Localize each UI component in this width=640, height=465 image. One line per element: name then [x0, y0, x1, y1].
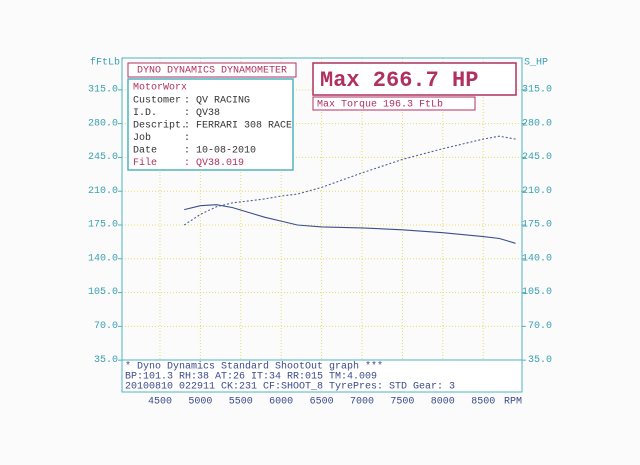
y2-tick-label: 245.0 — [522, 152, 552, 163]
info-label: Descript. — [133, 120, 187, 132]
title-box — [127, 62, 297, 78]
y2-tick-label: 140.0 — [522, 253, 552, 264]
brand: MotorWorx — [133, 83, 187, 94]
info-value: : — [184, 133, 190, 144]
footer: * Dyno Dynamics Standard ShootOut graph … — [125, 361, 455, 393]
y2-tick-label: 70.0 — [528, 321, 552, 332]
y-tick-label: 105.0 — [88, 287, 118, 298]
y2-tick-label: 315.0 — [522, 84, 552, 95]
info-value: : QV38.019 — [184, 158, 244, 169]
footer-box — [121, 359, 523, 393]
info-value: : QV38 — [184, 108, 220, 119]
x-tick-label: 5500 — [229, 397, 253, 408]
x-tick-label: 8500 — [471, 397, 495, 408]
y-tick-label: 245.0 — [88, 152, 118, 163]
title: DYNO DYNAMICS DYNAMOMETER — [137, 66, 287, 77]
info-label: Job — [133, 132, 151, 144]
x-tick-label: 7500 — [390, 397, 414, 408]
footer-line: BP:101.3 RH:38 AT:26 IT:34 RR:015 TM:4.0… — [125, 372, 377, 383]
info-value: : QV RACING — [184, 96, 250, 107]
footer-line: 20100810 022911 CK:231 CF:SHOOT_8 TyrePr… — [125, 382, 455, 393]
footer-line: * Dyno Dynamics Standard ShootOut graph … — [125, 361, 383, 373]
info-label: File — [133, 157, 157, 169]
y-tick-label: 280.0 — [88, 118, 118, 129]
x-tick-label: 5000 — [188, 397, 212, 408]
curves — [183, 135, 516, 244]
x-tick-label: 4500 — [148, 397, 172, 408]
x-tick-label: 8000 — [431, 397, 455, 408]
y-tick-label: 210.0 — [88, 186, 118, 197]
info-value: : FERRARI 308 RACE — [184, 121, 292, 132]
y2-tick-label: 35.0 — [528, 355, 552, 366]
info-label: I.D. — [133, 108, 157, 119]
y2-axis-title: S_HP — [524, 58, 548, 69]
y-tick-label: 140.0 — [88, 253, 118, 264]
y2-tick-label: 105.0 — [522, 287, 552, 298]
info-label: Customer — [133, 96, 181, 107]
y-axis-title: fFtLb — [90, 57, 120, 69]
y2-tick-label: 175.0 — [522, 220, 552, 231]
info-value: : 10-08-2010 — [184, 146, 256, 157]
x-tick-label: 6500 — [310, 397, 334, 408]
info-label: Date — [133, 146, 157, 157]
max-torque: Max Torque 196.3 FtLb — [317, 99, 443, 111]
y-tick-label: 315.0 — [88, 84, 118, 95]
x-tick-label: 7000 — [350, 397, 374, 408]
y2-tick-label: 280.0 — [522, 118, 552, 129]
max-power: Max 266.7 HP — [320, 68, 478, 93]
max-torque-box — [312, 96, 476, 111]
x-axis-title: RPM — [504, 397, 522, 408]
curve — [184, 204, 516, 244]
max-power-box — [312, 62, 517, 96]
y2-tick-label: 210.0 — [522, 186, 552, 197]
y-tick-label: 35.0 — [94, 355, 118, 366]
x-tick-label: 6000 — [269, 397, 293, 408]
y-tick-label: 175.0 — [88, 220, 118, 231]
y-tick-label: 70.0 — [94, 321, 118, 332]
info-box — [127, 78, 294, 171]
